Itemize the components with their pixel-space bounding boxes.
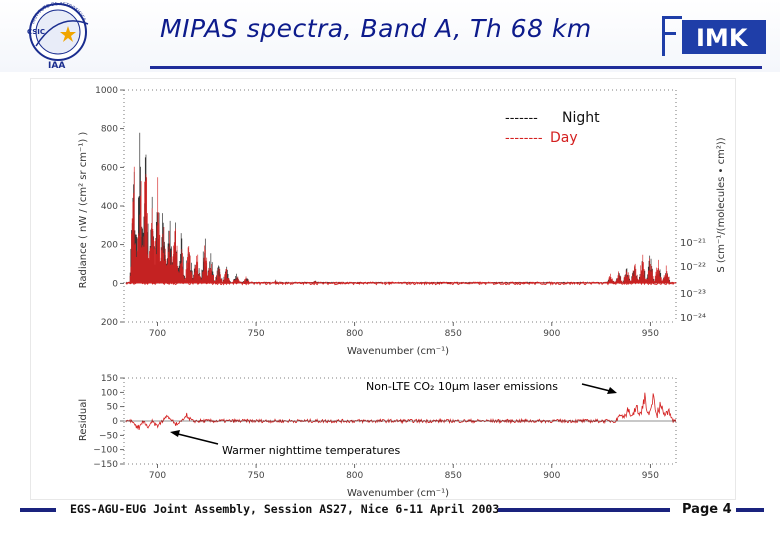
series-day <box>125 166 677 284</box>
annotation-warmer-temps: Warmer nighttime temperatures <box>222 444 401 457</box>
annotation-warmer-arrowhead <box>170 430 180 437</box>
series-residual <box>125 392 677 431</box>
annotation-laser-emissions: Non-LTE CO₂ 10µm laser emissions <box>366 380 558 393</box>
residual-xtick-label: 850 <box>445 471 462 481</box>
radiance-ytick-label: 200 <box>101 241 118 251</box>
iaa-logo-sub: IAA <box>48 61 65 71</box>
residual-ytick-label: 150 <box>101 374 118 384</box>
footer-rule-left <box>20 508 56 512</box>
footer-rule-middle <box>498 508 670 512</box>
radiance-xtick-label: 950 <box>642 329 659 339</box>
legend-day-style: -------- <box>505 131 543 146</box>
radiance-ylabel: Radiance ( nW / (cm² sr cm⁻¹) ) <box>78 132 89 289</box>
imk-logo: IMK <box>662 16 766 56</box>
slide-header <box>0 0 780 72</box>
residual-ytick-label: 0 <box>112 417 118 427</box>
figure-frame <box>30 78 736 500</box>
iaa-logo-abbr: CSIC <box>27 28 45 36</box>
residual-panel: −150 −100 −50 0 50 100 150 700 750 800 850 900 950 <box>93 374 677 481</box>
residual-ytick-label: −50 <box>99 431 118 441</box>
radiance-y2tick-label: 10⁻²⁴ <box>680 313 706 324</box>
radiance-xtick-label: 850 <box>445 329 462 339</box>
series-baseline <box>125 281 676 286</box>
radiance-y2label: S (cm⁻¹/(molecules • cm²)) <box>716 137 727 272</box>
radiance-y2tick-label: 10⁻²³ <box>680 289 706 300</box>
residual-ylabel: Residual <box>78 399 89 441</box>
imk-logo-text: IMK <box>696 24 749 52</box>
legend-night-label: Night <box>562 110 600 126</box>
radiance-ytick-label: 200 <box>101 318 118 328</box>
slide-title: MIPAS spectra, Band A, Th 68 km <box>160 14 592 43</box>
series-night <box>125 132 677 284</box>
residual-ytick-label: −150 <box>93 460 118 470</box>
residual-ytick-label: −100 <box>93 446 118 456</box>
radiance-xtick-label: 700 <box>149 329 166 339</box>
residual-xlabel: Wavenumber (cm⁻¹) <box>347 488 449 499</box>
residual-xtick-label: 750 <box>247 471 264 481</box>
radiance-xtick-label: 750 <box>247 329 264 339</box>
residual-ytick-label: 50 <box>107 403 119 413</box>
radiance-ytick-label: 0 <box>112 279 118 289</box>
legend-day-label: Day <box>550 130 578 146</box>
iaa-logo: CSIC IAA INSTITUTO DE ASTROFÍSICA DE AND… <box>8 2 89 71</box>
radiance-ytick-label: 400 <box>101 202 118 212</box>
footer-rule-right <box>736 508 764 512</box>
title-rule <box>150 66 762 69</box>
residual-xtick-label: 700 <box>149 471 166 481</box>
radiance-ytick-label: 600 <box>101 163 118 173</box>
radiance-panel: 200 0 200 400 600 800 1000 700 750 800 850 900 950 10… <box>95 86 706 339</box>
radiance-xlabel: Wavenumber (cm⁻¹) <box>347 346 449 357</box>
radiance-xtick-label: 800 <box>346 329 363 339</box>
footer-conference: EGS-AGU-EUG Joint Assembly, Session AS27… <box>70 502 500 516</box>
annotation-laser-arrowhead <box>607 387 617 394</box>
radiance-xtick-label: 900 <box>543 329 560 339</box>
radiance-ytick-label: 800 <box>101 125 118 135</box>
radiance-y2tick-label: 10⁻²² <box>680 262 706 273</box>
radiance-ytick-label: 1000 <box>95 86 118 96</box>
legend-night-style: ------- <box>505 111 538 126</box>
annotation-warmer-arrow <box>173 432 219 445</box>
residual-xtick-label: 950 <box>642 471 659 481</box>
radiance-y2tick-label: 10⁻²¹ <box>680 238 706 249</box>
residual-ytick-label: 100 <box>101 388 118 398</box>
residual-xtick-label: 900 <box>543 471 560 481</box>
residual-xtick-label: 800 <box>346 471 363 481</box>
page-number: Page 4 <box>682 502 732 517</box>
